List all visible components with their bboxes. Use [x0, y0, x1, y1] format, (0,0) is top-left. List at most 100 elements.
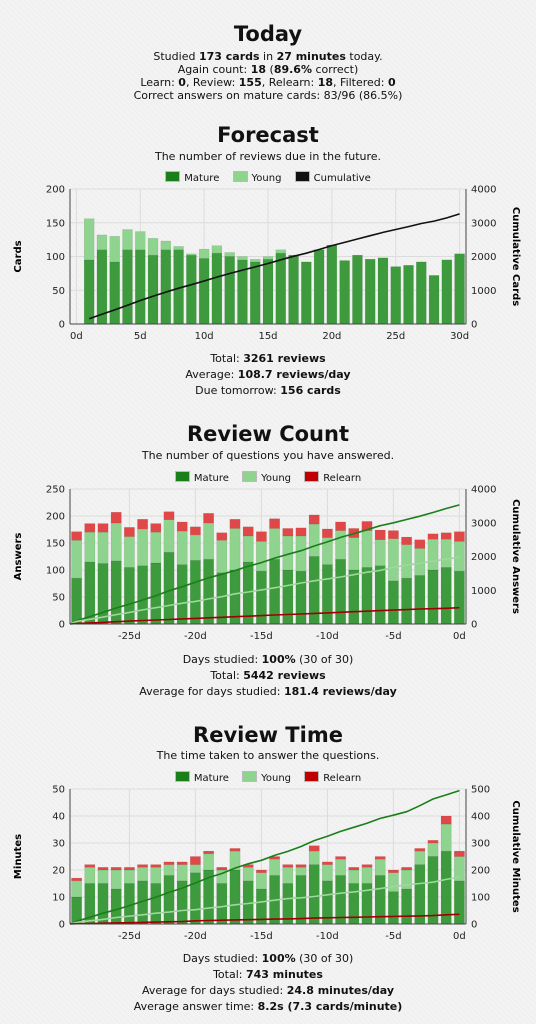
bar-mature [216, 572, 228, 625]
bar-mature [401, 888, 412, 925]
x-tick-label: 5d [134, 331, 147, 342]
bar-relearn [295, 864, 307, 868]
bar-young [242, 867, 254, 882]
bar-relearn [124, 527, 135, 537]
bar-relearn [137, 518, 148, 530]
bar-mature [150, 883, 162, 925]
review-time-days: Days studied: 100% (30 of 30) [182, 952, 354, 965]
bar-relearn [322, 528, 333, 538]
bar-young [440, 823, 452, 852]
y2-tick-label: 4000 [471, 185, 496, 196]
bar-mature [176, 564, 188, 625]
bar-mature [147, 254, 159, 325]
bar-relearn [322, 861, 333, 865]
bar-young [295, 867, 307, 876]
bar-mature [301, 261, 312, 325]
bar-young [308, 523, 320, 557]
bar-mature [295, 875, 307, 925]
bar-mature [97, 563, 109, 625]
bar-young [388, 538, 399, 582]
bar-young [198, 248, 210, 259]
bar-relearn [440, 815, 452, 825]
x-tick-label: 20d [322, 331, 341, 342]
bar-young [110, 869, 122, 890]
bar-relearn [335, 856, 346, 860]
y2-tick-label: 2000 [471, 252, 496, 263]
bar-relearn [124, 867, 135, 871]
bar-young [109, 236, 120, 263]
bar-mature [288, 254, 299, 325]
forecast-subtitle: The number of reviews due in the future. [154, 150, 382, 163]
today-studied-line: Studied 173 cards in 27 minutes today. [153, 50, 383, 63]
bar-young [147, 238, 159, 256]
bar-mature [295, 570, 307, 625]
bar-young [361, 867, 373, 884]
bar-mature [198, 258, 210, 325]
bar-relearn [137, 864, 148, 868]
bar-young [135, 231, 146, 251]
bar-relearn [190, 856, 201, 865]
cumulative-line-relearn [69, 913, 460, 925]
bar-relearn [401, 867, 412, 871]
bar-mature [224, 256, 235, 325]
bar-mature [83, 259, 95, 325]
x-tick-label: -5d [385, 631, 401, 642]
bar-young [97, 531, 109, 564]
bar-mature [326, 244, 338, 325]
y2-tick-label: 0 [471, 620, 477, 631]
bar-young [211, 245, 223, 254]
bar-relearn [308, 845, 320, 852]
bar-mature [428, 275, 440, 325]
y-axis-label: Minutes [13, 834, 24, 879]
bar-relearn [440, 532, 452, 540]
bar-young [322, 864, 333, 882]
review-count-subtitle: The number of questions you have answere… [141, 449, 395, 462]
y2-axis-label: Cumulative Cards [510, 207, 521, 306]
y2-tick-label: 0 [471, 320, 477, 331]
bar-relearn [374, 856, 386, 860]
bar-mature [390, 266, 401, 325]
bar-young [401, 544, 412, 579]
bar-relearn [150, 864, 162, 868]
y-tick-label: 50 [52, 785, 65, 796]
bar-mature [348, 569, 360, 625]
bar-young [335, 530, 346, 560]
bar-young [163, 864, 175, 876]
bar-relearn [176, 521, 188, 532]
x-tick-label: -15d [250, 931, 273, 942]
bar-mature [374, 565, 386, 625]
bar-mature [163, 551, 175, 625]
y2-tick-label: 1000 [471, 286, 496, 297]
bar-mature [377, 257, 389, 325]
bar-young [282, 867, 294, 884]
cumulative-line-mature [69, 789, 460, 925]
bar-mature [339, 260, 350, 325]
x-tick-label: -10d [316, 931, 339, 942]
bar-mature [308, 864, 320, 925]
bar-young [97, 869, 109, 884]
bar-young [176, 530, 188, 565]
x-tick-label: -10d [316, 631, 339, 642]
x-tick-label: 0d [70, 331, 83, 342]
bar-young [110, 522, 122, 562]
bar-mature [414, 575, 426, 625]
cumulative-line-mature [69, 504, 460, 625]
bar-young [237, 256, 248, 261]
bar-mature [454, 253, 465, 325]
y-tick-label: 30 [52, 839, 65, 850]
y-tick-label: 0 [59, 920, 65, 931]
y-tick-label: 0 [59, 620, 65, 631]
bar-relearn [216, 532, 228, 541]
legend-item-mature: Mature [165, 171, 219, 184]
bar-young [122, 229, 133, 250]
x-tick-label: -5d [385, 931, 401, 942]
y-axis-label: Cards [13, 240, 24, 272]
bar-relearn [256, 531, 267, 542]
bar-relearn [454, 531, 465, 542]
x-tick-label: 0d [453, 931, 466, 942]
forecast-total: Total: 3261 reviews [210, 352, 326, 365]
y2-tick-label: 0 [471, 920, 477, 931]
bar-mature [160, 249, 172, 325]
x-tick-label: 30d [450, 331, 469, 342]
